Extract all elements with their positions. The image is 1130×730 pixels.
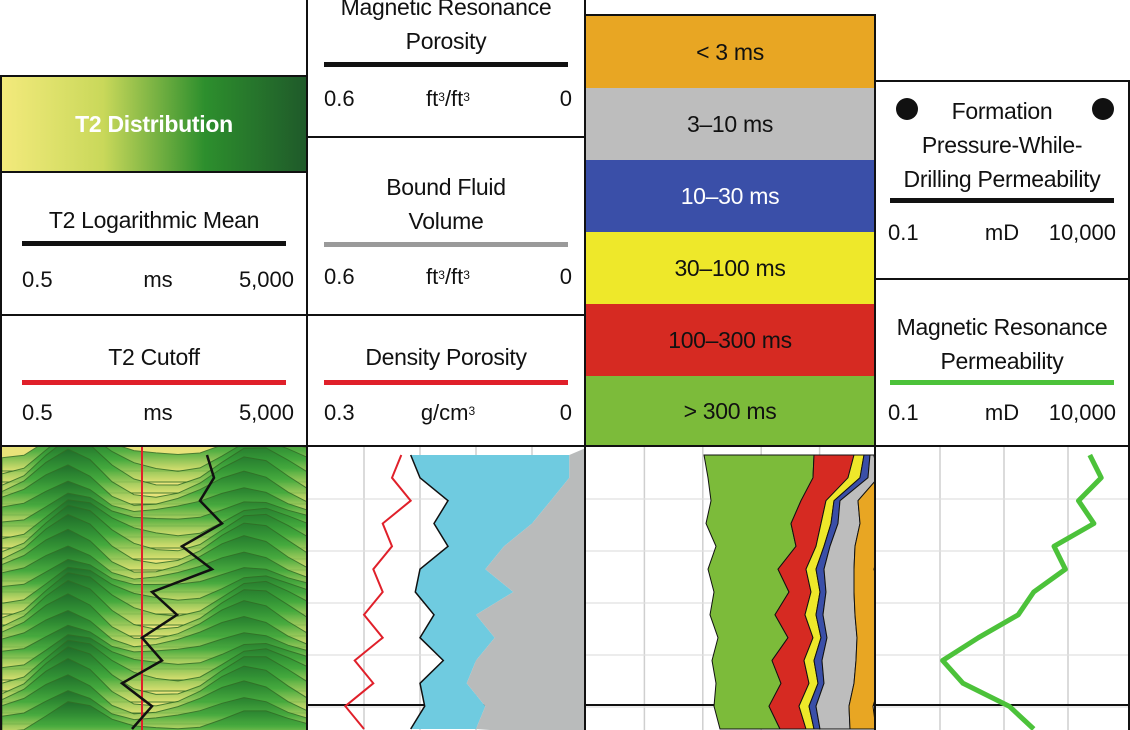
fpwd-unit: mD (984, 220, 1020, 245)
bin-band: 10–30 ms (586, 160, 874, 232)
mr-porosity-min: 0.6 (324, 86, 355, 111)
t2-logmean-curve (119, 454, 225, 730)
mr-permeability-curve (940, 453, 1104, 730)
t2-logmean-min: 0.5 (22, 267, 53, 292)
bound-fluid-rule (324, 242, 568, 247)
fpwd-label-line1: Formation (951, 98, 1053, 124)
t2-cutoff-min: 0.5 (22, 400, 53, 425)
density-porosity-label: Density Porosity (365, 344, 527, 370)
bin-band: > 300 ms (586, 376, 874, 447)
bound-fluid-label-line1: Bound Fluid (386, 174, 506, 200)
mr-permeability-max: 10,000 (1048, 400, 1116, 425)
t2-logmean-label: T2 Logarithmic Mean (48, 207, 260, 233)
t2-distribution-header: T2 Distribution (0, 75, 308, 173)
fpwd-max: 10,000 (1048, 220, 1116, 245)
t2-logmean-rule (22, 241, 286, 246)
bin-band: 3–10 ms (586, 88, 874, 160)
t2-distribution-label: T2 Distribution (75, 111, 233, 137)
t2-cutoff-label: T2 Cutoff (108, 344, 200, 370)
density-porosity-min: 0.3 (324, 400, 355, 425)
porosity-plot (308, 447, 584, 730)
mr-permeability-header: Magnetic Resonance Permeability 0.1 mD 1… (874, 278, 1130, 447)
mr-permeability-label-line2: Permeability (940, 348, 1064, 374)
t2-bin-track (584, 445, 876, 730)
permeability-track (874, 445, 1130, 730)
t2-distribution-plot (2, 447, 306, 730)
bound-fluid-label-line2: Volume (408, 208, 484, 234)
fpwd-min: 0.1 (888, 220, 919, 245)
t2-cutoff-max: 5,000 (238, 400, 294, 425)
porosity-track (306, 445, 586, 730)
bound-fluid-unit: ft3/ft3 (426, 264, 470, 289)
t2-logmean-header: T2 Logarithmic Mean 0.5 ms 5,000 (0, 171, 308, 316)
bin-band: < 3 ms (586, 16, 874, 88)
t2-bin-legend: < 3 ms 3–10 ms 10–30 ms 30–100 ms 100–30… (584, 14, 876, 447)
density-porosity-max: 0 (559, 400, 572, 425)
bin-band: 100–300 ms (586, 304, 874, 376)
mr-porosity-rule (324, 62, 568, 67)
t2-distribution-gradient (2, 77, 306, 171)
bound-fluid-min: 0.6 (324, 264, 355, 289)
mr-permeability-label-line1: Magnetic Resonance (896, 314, 1108, 340)
bullet-dot-icon (896, 98, 918, 120)
permeability-plot (876, 447, 1128, 730)
mr-porosity-curve (410, 454, 449, 730)
bin-band: 30–100 ms (586, 232, 874, 304)
bound-fluid-max: 0 (559, 264, 572, 289)
density-porosity-unit: g/cm3 (420, 400, 476, 425)
density-porosity-curve (343, 454, 413, 730)
t2-cutoff-rule (22, 380, 286, 385)
mr-porosity-header: Magnetic Resonance Porosity 0.6 ft3/ft3 … (306, 0, 586, 138)
bullet-dot-icon (1092, 98, 1114, 120)
t2-cutoff-unit: ms (143, 400, 173, 425)
t2-bin-plot (586, 447, 874, 730)
t2-distribution-curve (15, 701, 306, 730)
mr-porosity-max: 0 (559, 86, 572, 111)
free-fluid-area (410, 455, 570, 729)
t2-cutoff-header: T2 Cutoff 0.5 ms 5,000 (0, 314, 308, 447)
mr-permeability-rule (890, 380, 1114, 385)
fpwd-permeability-header: Formation Pressure-While- Drilling Perme… (874, 80, 1130, 280)
t2-bin-area (848, 454, 874, 730)
mr-porosity-label-line2: Porosity (405, 28, 487, 54)
bound-fluid-header: Bound Fluid Volume 0.6 ft3/ft3 0 (306, 136, 586, 316)
fpwd-label-line3: Drilling Permeability (903, 166, 1101, 192)
bound-fluid-area (466, 448, 584, 730)
mr-permeability-unit: mD (984, 400, 1020, 425)
mr-porosity-label-line1: Magnetic Resonance (340, 0, 552, 20)
t2-logmean-unit: ms (143, 267, 173, 292)
density-porosity-header: Density Porosity 0.3 g/cm3 0 (306, 314, 586, 447)
fpwd-label-line2: Pressure-While- (921, 132, 1083, 158)
t2-logmean-max: 5,000 (238, 267, 294, 292)
mr-permeability-min: 0.1 (888, 400, 919, 425)
mr-porosity-unit: ft3/ft3 (426, 86, 470, 111)
t2-distribution-track (0, 445, 308, 730)
fpwd-rule (890, 198, 1114, 203)
density-porosity-rule (324, 380, 568, 385)
